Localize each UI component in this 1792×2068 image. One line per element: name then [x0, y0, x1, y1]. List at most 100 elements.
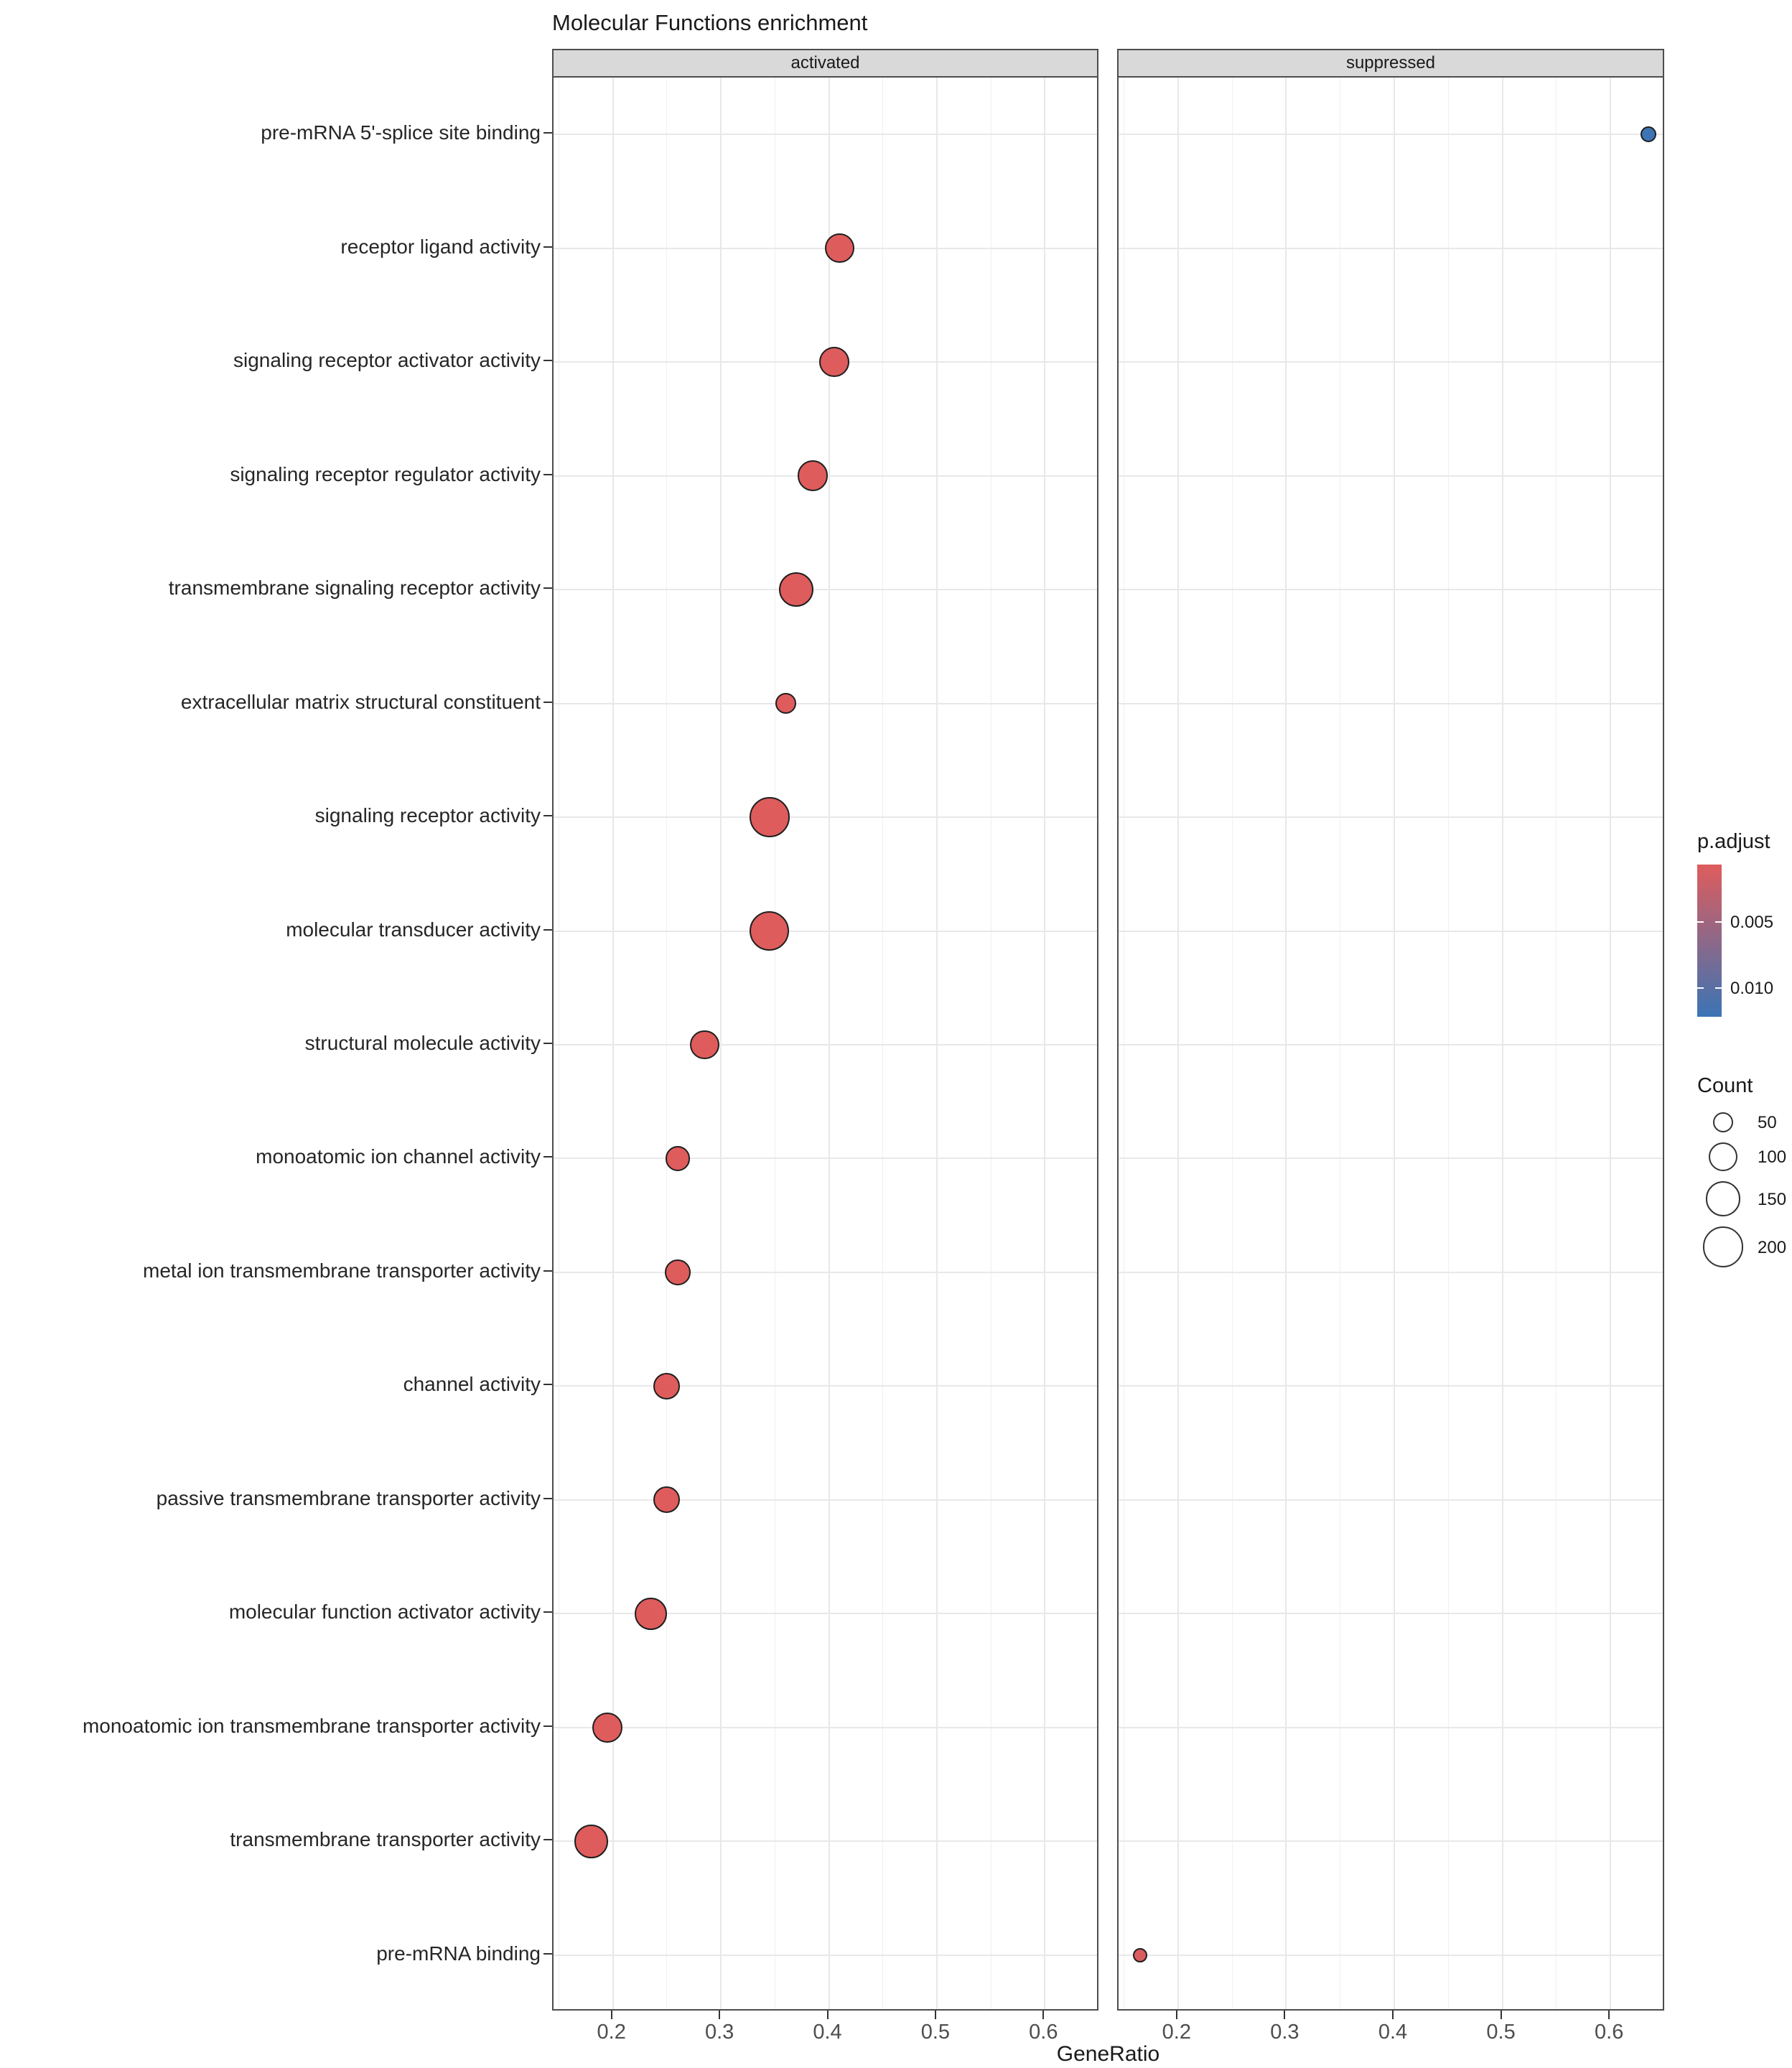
data-point — [750, 910, 790, 951]
y-axis-tick — [543, 360, 552, 362]
data-point — [653, 1486, 681, 1514]
legend-count-circle — [1705, 1181, 1741, 1217]
data-point — [665, 1259, 691, 1285]
gridline-y-major — [1119, 702, 1663, 704]
x-axis-tick-label: 0.4 — [1378, 2021, 1408, 2044]
legend-padjust-tick — [1715, 987, 1722, 989]
legend-count-label: 150 — [1758, 1189, 1787, 1209]
y-axis-tick — [543, 246, 552, 248]
gridline-y-major — [1119, 1158, 1663, 1160]
x-axis-title: GeneRatio — [1056, 2042, 1160, 2066]
y-axis-tick — [543, 1611, 552, 1613]
legend-count-circle — [1712, 1112, 1734, 1133]
x-axis-tick — [719, 2011, 721, 2019]
gridline-y-major — [1119, 1954, 1663, 1956]
gridline-x-major — [1610, 78, 1612, 2009]
y-axis-tick — [543, 928, 552, 931]
x-axis-tick-label: 0.3 — [1270, 2021, 1299, 2044]
gridline-y-major — [554, 1840, 1097, 1843]
x-axis-tick — [610, 2011, 612, 2019]
legend-padjust-tick-label: 0.005 — [1730, 913, 1774, 933]
x-axis-tick — [1392, 2011, 1394, 2019]
gridline-y-major — [554, 1613, 1097, 1615]
x-axis-tick-label: 0.6 — [1029, 2021, 1058, 2044]
gridline-y-major — [554, 816, 1097, 819]
data-point — [592, 1712, 623, 1743]
gridline-x-major — [1501, 78, 1503, 2009]
y-axis-label: pre-mRNA 5'-splice site binding — [261, 121, 541, 144]
y-axis-label: monoatomic ion channel activity — [256, 1145, 541, 1168]
gridline-y-major — [1119, 930, 1663, 932]
gridline-x-major — [828, 78, 830, 2009]
legend-padjust-tick — [1715, 921, 1722, 923]
y-axis-tick — [543, 1725, 552, 1727]
y-axis-label: metal ion transmembrane transporter acti… — [143, 1259, 541, 1282]
y-axis-label: extracellular matrix structural constitu… — [180, 690, 541, 713]
data-point — [825, 233, 855, 264]
gridline-y-major — [554, 1044, 1097, 1045]
gridline-x-minor — [1556, 78, 1557, 2009]
x-axis-tick-label: 0.4 — [813, 2021, 842, 2044]
y-axis-tick — [543, 1952, 552, 1955]
legend-count-label: 200 — [1758, 1237, 1787, 1257]
legend-count-circle — [1709, 1142, 1737, 1172]
gridline-x-minor — [882, 78, 884, 2009]
gridline-y-major — [1119, 1385, 1663, 1387]
data-point — [749, 797, 790, 837]
y-axis-tick — [543, 1156, 552, 1158]
y-axis-tick — [543, 1497, 552, 1499]
data-point — [1640, 126, 1656, 143]
gridline-y-major — [1119, 134, 1663, 136]
legend-count-title: Count — [1697, 1074, 1753, 1097]
x-axis-tick-label: 0.5 — [1486, 2021, 1516, 2044]
data-point — [797, 460, 829, 492]
y-axis-tick — [543, 1043, 552, 1044]
y-axis-label: transmembrane signaling receptor activit… — [168, 577, 541, 600]
gridline-x-major — [1044, 78, 1046, 2009]
gridline-y-major — [554, 1385, 1097, 1387]
legend-count-circle — [1702, 1226, 1744, 1267]
plot-title: Molecular Functions enrichment — [552, 10, 868, 35]
facet-strip-suppressed: suppressed — [1117, 49, 1664, 78]
y-axis-label: monoatomic ion transmembrane transporter… — [82, 1714, 541, 1737]
y-axis-tick — [543, 815, 552, 817]
gridline-y-major — [554, 1499, 1097, 1501]
y-axis-label: molecular function activator activity — [228, 1601, 541, 1624]
x-axis-tick-label: 0.2 — [1162, 2021, 1191, 2044]
gridline-x-major — [1177, 78, 1179, 2009]
legend-padjust-tick — [1697, 921, 1704, 923]
y-axis-tick — [543, 132, 552, 134]
gridline-x-major — [612, 78, 614, 2009]
gridline-x-minor — [1231, 78, 1233, 2009]
y-axis-label: structural molecule activity — [304, 1032, 541, 1054]
gridline-y-major — [554, 1954, 1097, 1956]
x-axis-tick-label: 0.2 — [597, 2021, 626, 2044]
gridline-y-major — [554, 930, 1097, 932]
data-point — [574, 1825, 608, 1858]
y-axis-label: signaling receptor regulator activity — [230, 462, 541, 485]
gridline-x-major — [935, 78, 938, 2009]
y-axis-tick — [543, 587, 552, 590]
data-point — [653, 1372, 681, 1399]
gridline-y-major — [554, 134, 1097, 136]
gridline-x-minor — [1447, 78, 1449, 2009]
legend-padjust-gradient-bar — [1697, 865, 1722, 1017]
gridline-y-major — [554, 1158, 1097, 1160]
data-point — [775, 692, 797, 714]
gridline-y-major — [1119, 816, 1663, 819]
legend-padjust-title: p.adjust — [1697, 830, 1770, 853]
gridline-x-minor — [666, 78, 668, 2009]
y-axis-label: transmembrane transporter activity — [230, 1828, 541, 1851]
y-axis-tick — [543, 473, 552, 475]
x-axis-tick — [1500, 2011, 1502, 2019]
data-point — [634, 1597, 667, 1630]
legend-count-label: 50 — [1758, 1113, 1777, 1133]
y-axis-label: signaling receptor activator activity — [233, 349, 541, 372]
y-axis-tick — [543, 1839, 552, 1841]
gridline-y-major — [1119, 247, 1663, 249]
y-axis-label: molecular transducer activity — [286, 918, 541, 941]
gridline-y-major — [554, 589, 1097, 591]
data-point — [665, 1146, 691, 1171]
legend-padjust-tick-label: 0.010 — [1730, 978, 1774, 998]
